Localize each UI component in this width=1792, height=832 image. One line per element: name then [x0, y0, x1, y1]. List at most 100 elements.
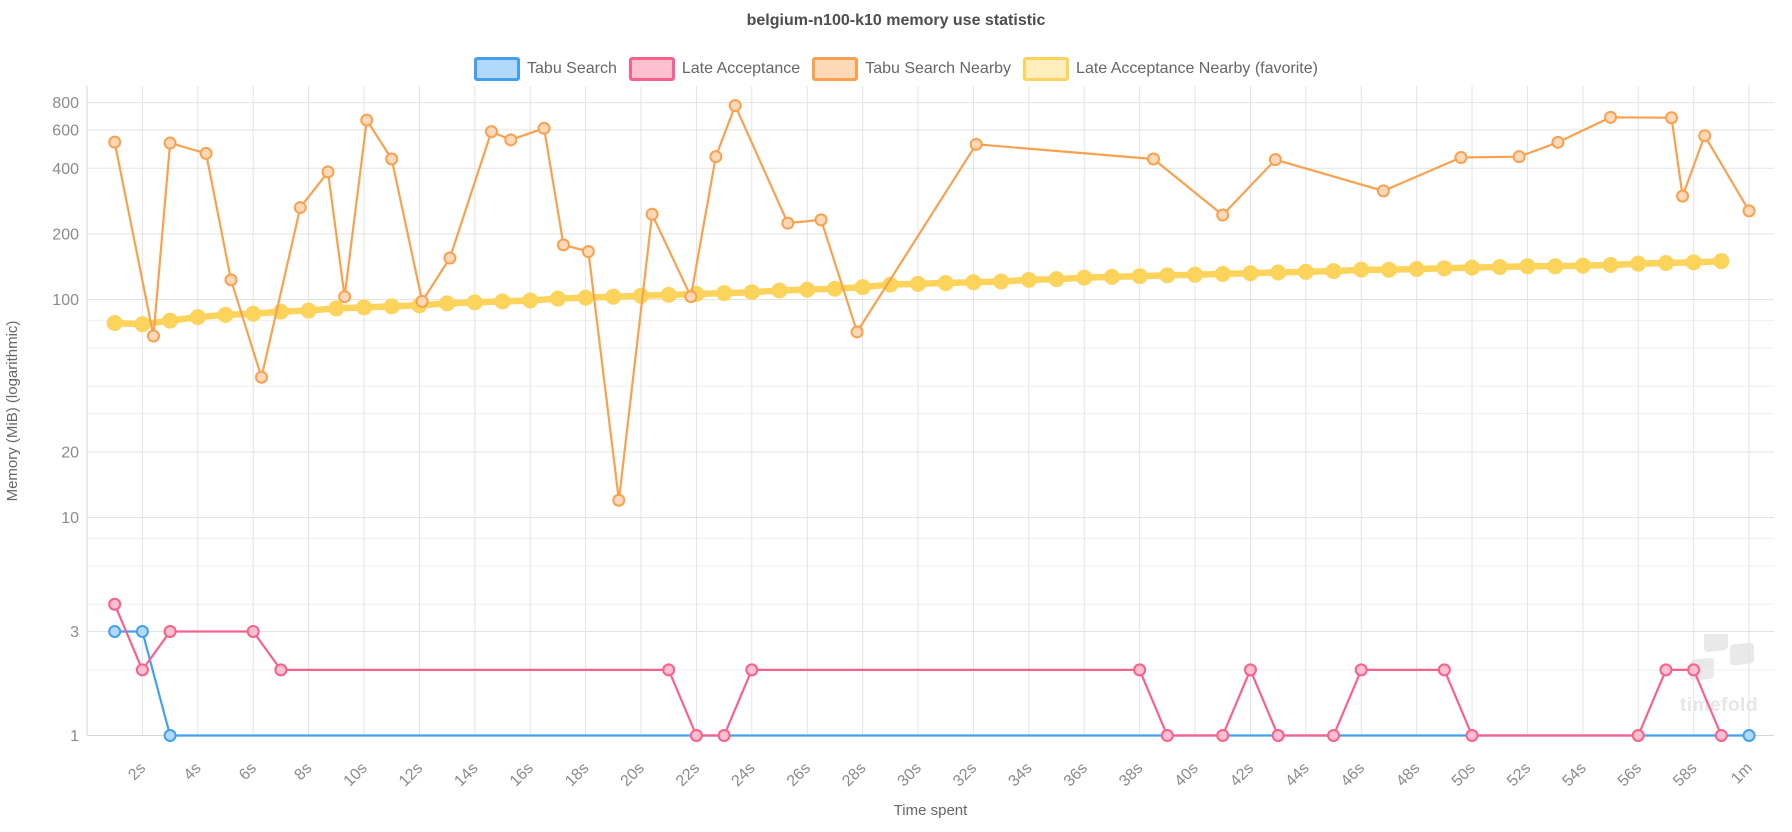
data-point[interactable] [1133, 663, 1147, 677]
data-point[interactable] [1216, 208, 1230, 222]
data-point[interactable] [709, 150, 723, 164]
data-point[interactable] [108, 135, 122, 149]
data-point[interactable] [662, 663, 676, 677]
data-point[interactable] [1271, 729, 1285, 742]
data-point[interactable] [689, 729, 703, 742]
data-point[interactable] [162, 312, 179, 329]
data-point[interactable] [1159, 267, 1176, 284]
data-point[interactable] [1268, 153, 1282, 167]
data-point[interactable] [1574, 257, 1591, 274]
data-point[interactable] [1665, 111, 1679, 125]
data-point[interactable] [1657, 255, 1674, 272]
data-point[interactable] [1512, 150, 1526, 164]
data-point[interactable] [1408, 261, 1425, 278]
data-point[interactable] [1551, 135, 1565, 149]
data-point[interactable] [937, 275, 954, 292]
data-point[interactable] [1297, 263, 1314, 280]
data-point[interactable] [163, 136, 177, 150]
data-point[interactable] [605, 288, 622, 305]
data-point[interactable] [1464, 259, 1481, 276]
data-point[interactable] [1491, 258, 1508, 275]
data-point[interactable] [1270, 264, 1287, 281]
data-point[interactable] [1547, 258, 1564, 275]
data-point[interactable] [882, 276, 899, 293]
data-point[interactable] [189, 309, 206, 326]
data-point[interactable] [910, 275, 927, 292]
data-point[interactable] [274, 663, 288, 677]
data-point[interactable] [1376, 184, 1390, 198]
data-point[interactable] [224, 273, 238, 287]
data-point[interactable] [549, 290, 566, 307]
data-point[interactable] [163, 729, 177, 742]
data-point[interactable] [443, 251, 457, 265]
data-point[interactable] [781, 216, 795, 230]
data-point[interactable] [745, 663, 759, 677]
data-point[interactable] [1676, 189, 1690, 203]
data-point[interactable] [684, 290, 698, 304]
data-point[interactable] [300, 302, 317, 319]
data-point[interactable] [717, 729, 731, 742]
data-point[interactable] [1687, 663, 1701, 677]
data-point[interactable] [716, 285, 733, 302]
data-point[interactable] [328, 300, 345, 317]
data-point[interactable] [799, 281, 816, 298]
data-point[interactable] [1519, 258, 1536, 275]
data-point[interactable] [1216, 729, 1230, 742]
data-point[interactable] [612, 493, 626, 507]
data-point[interactable] [108, 624, 122, 638]
data-point[interactable] [494, 293, 511, 310]
legend-item-late-acceptance[interactable]: Late Acceptance [628, 57, 800, 81]
data-point[interactable] [1604, 110, 1618, 124]
data-point[interactable] [1187, 266, 1204, 283]
data-point[interactable] [1714, 729, 1728, 742]
data-point[interactable] [1454, 151, 1468, 165]
data-point[interactable] [814, 213, 828, 227]
data-point[interactable] [581, 245, 595, 259]
data-point[interactable] [854, 279, 871, 296]
data-point[interactable] [633, 287, 650, 304]
data-point[interactable] [993, 273, 1010, 290]
data-point[interactable] [106, 315, 123, 332]
data-point[interactable] [504, 133, 518, 147]
data-point[interactable] [338, 290, 352, 304]
data-point[interactable] [1020, 271, 1037, 288]
data-point[interactable] [1685, 254, 1702, 271]
data-point[interactable] [1243, 663, 1257, 677]
data-point[interactable] [1103, 268, 1120, 285]
data-point[interactable] [1437, 663, 1451, 677]
data-point[interactable] [1327, 729, 1341, 742]
data-point[interactable] [522, 292, 539, 309]
data-point[interactable] [293, 201, 307, 215]
data-point[interactable] [1631, 729, 1645, 742]
data-point[interactable] [1742, 729, 1756, 742]
data-point[interactable] [1465, 729, 1479, 742]
data-point[interactable] [556, 238, 570, 252]
data-point[interactable] [255, 370, 269, 384]
data-point[interactable] [199, 146, 213, 160]
data-point[interactable] [246, 624, 260, 638]
data-point[interactable] [1076, 269, 1093, 286]
data-point[interactable] [108, 597, 122, 611]
legend-item-tabu-search-nearby[interactable]: Tabu Search Nearby [812, 57, 1011, 81]
data-point[interactable] [660, 286, 677, 303]
data-point[interactable] [245, 305, 262, 322]
data-point[interactable] [965, 274, 982, 291]
data-point[interactable] [1160, 729, 1174, 742]
data-point[interactable] [1131, 268, 1148, 285]
data-point[interactable] [1659, 663, 1673, 677]
data-point[interactable] [1742, 204, 1756, 218]
data-point[interactable] [850, 325, 864, 339]
data-point[interactable] [1698, 129, 1712, 143]
data-point[interactable] [135, 624, 149, 638]
data-point[interactable] [484, 125, 498, 139]
data-point[interactable] [969, 137, 983, 151]
data-point[interactable] [577, 289, 594, 306]
data-point[interactable] [1146, 152, 1160, 166]
data-point[interactable] [743, 284, 760, 301]
data-point[interactable] [385, 152, 399, 166]
data-point[interactable] [135, 663, 149, 677]
legend-item-tabu-search[interactable]: Tabu Search [474, 57, 617, 81]
data-point[interactable] [1214, 265, 1231, 282]
data-point[interactable] [383, 298, 400, 315]
data-point[interactable] [1353, 261, 1370, 278]
